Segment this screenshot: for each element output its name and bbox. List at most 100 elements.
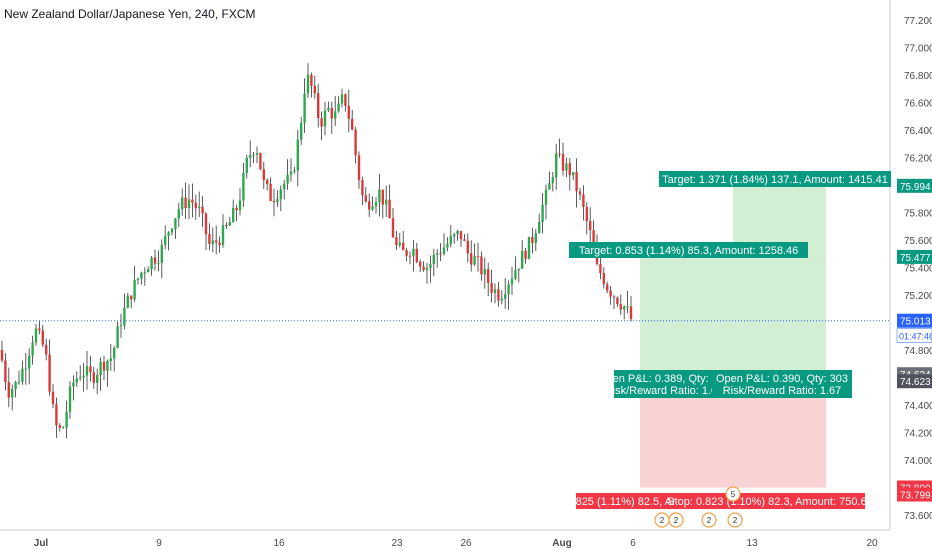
candle-body	[395, 237, 398, 246]
candle-body	[548, 183, 551, 190]
candle-body	[242, 172, 245, 201]
candle-body	[303, 93, 306, 123]
candle-body	[402, 242, 405, 251]
stop-label-1-box	[576, 493, 704, 509]
candle-body	[483, 269, 486, 275]
price-axis-tag-text: 75.477	[900, 253, 931, 264]
candle-body	[34, 328, 38, 343]
candle-body	[109, 358, 112, 362]
candle-body	[340, 94, 344, 104]
price-axis-tag-text: 75.013	[900, 317, 931, 328]
candle-body	[249, 155, 252, 158]
candle-body	[113, 347, 116, 359]
candle-body	[531, 236, 534, 244]
price-axis-tag	[897, 178, 932, 193]
target-label-2-text: Target: 1.371 (1.84%) 137.1, Amount: 141…	[662, 174, 888, 186]
candle-body	[289, 171, 293, 175]
y-tick-label: 73.600	[904, 511, 932, 522]
candle-body	[82, 375, 85, 378]
x-tick-label: 9	[156, 538, 162, 549]
y-tick-label: 75.200	[904, 291, 932, 302]
candle-body	[211, 240, 214, 244]
candle-body	[89, 366, 92, 373]
candle-body	[92, 372, 95, 383]
candle-body	[238, 200, 242, 211]
stop-label-2-box	[675, 493, 865, 509]
candle-body	[218, 242, 221, 246]
candle-body	[119, 325, 123, 327]
candle-body	[51, 391, 55, 405]
candle-body	[283, 183, 286, 190]
event-marker-count: 2	[733, 516, 738, 525]
candle-body	[626, 306, 629, 308]
candle-body	[320, 118, 323, 127]
candle-body	[140, 272, 143, 279]
candle-body	[555, 153, 558, 178]
candle-body	[497, 289, 500, 301]
candle-body	[11, 389, 14, 398]
x-tick-label: 23	[391, 538, 403, 549]
candle-body	[255, 153, 259, 155]
candle-body	[561, 153, 565, 171]
y-tick-label: 76.400	[904, 126, 932, 137]
candle-body	[279, 189, 282, 200]
candle-body	[102, 361, 106, 371]
candle-body	[24, 368, 27, 370]
candle-body	[123, 307, 126, 326]
event-marker-count: 5	[731, 490, 736, 499]
candle-body	[28, 355, 31, 369]
candle-body	[565, 163, 568, 171]
candle-body	[133, 280, 136, 300]
candle-body	[245, 157, 248, 173]
event-marker-icon	[701, 512, 717, 528]
candle-body	[65, 411, 68, 428]
candle-body	[504, 294, 507, 299]
candle-body	[215, 240, 218, 243]
candle-body	[21, 368, 24, 382]
candle-body	[364, 195, 367, 202]
candle-body	[425, 268, 429, 271]
target-label-1-box	[569, 242, 808, 258]
candle-body	[259, 153, 262, 170]
countdown-tag	[896, 328, 932, 343]
stop-label-2-text: Stop: 0.823 (1.10%) 82.3, Amount: 750.63	[667, 496, 872, 508]
candle-body	[17, 381, 21, 383]
price-axis-tag	[897, 374, 932, 389]
candle-body	[527, 236, 531, 259]
candle-body	[300, 122, 303, 140]
candle-body	[45, 344, 48, 355]
countdown-text: 01:47:46	[899, 332, 932, 342]
candle-body	[351, 118, 354, 130]
candle-body	[286, 174, 289, 184]
candle-body	[228, 222, 231, 226]
candle-body	[7, 382, 10, 398]
candle-body	[235, 207, 238, 211]
candle-body	[266, 179, 269, 184]
candle-body	[306, 74, 310, 94]
candle-body	[609, 290, 612, 297]
candle-body	[14, 382, 17, 390]
candle-body	[629, 306, 633, 320]
candle-body	[507, 284, 510, 295]
candle-body	[398, 242, 401, 246]
y-tick-label: 74.200	[904, 429, 932, 440]
candle-body	[85, 366, 89, 376]
candle-body	[204, 213, 208, 235]
candle-body	[157, 262, 160, 264]
candle-body	[476, 256, 480, 258]
y-tick-label: 74.400	[904, 401, 932, 412]
candle-body	[541, 204, 544, 222]
candle-body	[55, 404, 58, 426]
candle-body	[568, 163, 571, 176]
y-tick-label: 76.200	[904, 154, 932, 165]
candle-body	[191, 199, 194, 203]
candle-body	[293, 170, 296, 172]
candle-body	[187, 199, 191, 209]
candle-body	[408, 255, 412, 257]
candle-body	[269, 183, 272, 201]
candle-body	[521, 250, 524, 269]
candle-body	[589, 221, 592, 231]
candle-body	[374, 202, 378, 207]
candle-body	[357, 155, 361, 181]
